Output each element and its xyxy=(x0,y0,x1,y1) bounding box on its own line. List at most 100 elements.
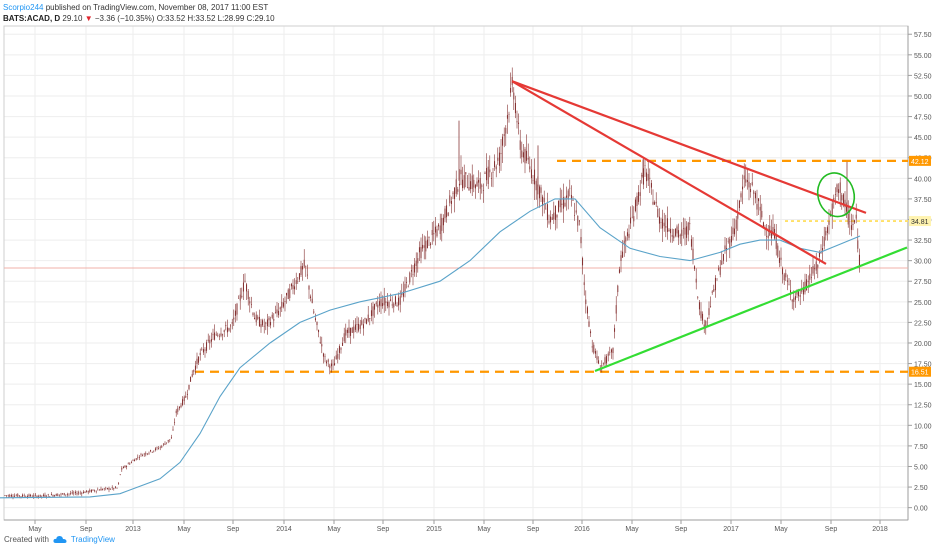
candle-body xyxy=(246,284,248,292)
candle-body xyxy=(62,493,64,495)
x-tick-label: Sep xyxy=(825,526,838,533)
y-tick-label: 55.00 xyxy=(914,53,932,60)
candle-body xyxy=(167,439,169,442)
x-tick-label: Sep xyxy=(227,526,240,533)
candle-body xyxy=(522,152,524,158)
candle-body xyxy=(754,192,756,199)
candle-body xyxy=(540,187,542,193)
candle-body xyxy=(33,495,35,497)
candle-body xyxy=(721,260,723,265)
candle-body xyxy=(462,179,464,189)
candle-body xyxy=(52,495,54,497)
candle-body xyxy=(668,229,670,232)
candle-body xyxy=(495,166,497,170)
candle-body xyxy=(711,291,713,293)
candle-body xyxy=(271,314,273,318)
candle-body xyxy=(654,202,656,205)
candle-body xyxy=(223,330,225,333)
candle-body xyxy=(367,314,369,321)
tradingview-link[interactable]: TradingView xyxy=(70,535,115,544)
candle-body xyxy=(353,326,355,333)
candle-body xyxy=(828,221,830,225)
candle-body xyxy=(393,303,395,308)
candle-body xyxy=(471,175,473,190)
candle-body xyxy=(599,370,601,372)
candle-body xyxy=(129,463,131,465)
candle-body xyxy=(647,173,649,181)
change-value: −3.36 (−10.35%) xyxy=(94,14,155,23)
candle-body xyxy=(359,324,361,329)
y-tick-label: 7.50 xyxy=(914,444,928,451)
chart-header: Scorpio244 published on TradingView.com,… xyxy=(3,2,275,24)
candle-body xyxy=(791,299,793,302)
candle-body xyxy=(196,358,198,364)
candle-body xyxy=(690,239,692,247)
candle-body xyxy=(330,363,332,367)
candle-body xyxy=(502,136,504,146)
candle-body xyxy=(172,429,174,431)
candle-body xyxy=(686,226,688,238)
candle-body xyxy=(719,266,721,275)
candle-body xyxy=(788,284,790,286)
candle-body xyxy=(487,166,489,185)
candle-body xyxy=(834,194,836,195)
y-tick-label: 37.50 xyxy=(914,197,932,204)
candle-body xyxy=(457,189,459,192)
candle-body xyxy=(820,252,822,254)
candle-body xyxy=(218,335,220,337)
candle-body xyxy=(226,327,228,333)
candle-body xyxy=(658,216,660,224)
red-trendline-lower xyxy=(511,80,827,265)
candle-body xyxy=(236,303,238,315)
candle-body xyxy=(332,364,334,366)
candle-body xyxy=(6,495,8,497)
candle-body xyxy=(110,488,112,490)
candle-body xyxy=(414,263,416,273)
candle-body xyxy=(454,187,456,200)
candle-body xyxy=(786,280,788,282)
candle-body xyxy=(215,334,217,336)
candle-body xyxy=(602,362,604,364)
candle-body xyxy=(60,493,62,495)
candle-body xyxy=(329,365,331,369)
candle-body xyxy=(342,342,344,346)
candle-body xyxy=(374,303,376,310)
candle-body xyxy=(47,494,49,495)
candle-body xyxy=(748,181,750,188)
candle-body xyxy=(148,452,150,454)
candle-body xyxy=(388,302,390,308)
candle-body xyxy=(455,179,457,194)
candle-body xyxy=(143,453,145,455)
candle-body xyxy=(287,289,289,300)
candle-body xyxy=(498,152,500,166)
candle-body xyxy=(577,215,579,226)
candle-body xyxy=(479,178,481,189)
candle-body xyxy=(450,200,452,204)
candle-body xyxy=(833,197,835,201)
candle-body xyxy=(396,305,398,307)
candle-body xyxy=(604,357,606,364)
candle-body xyxy=(636,195,638,207)
candle-body xyxy=(42,494,44,496)
candle-body xyxy=(38,496,40,498)
candle-body xyxy=(406,282,408,284)
candle-body xyxy=(607,353,609,356)
candle-body xyxy=(492,172,494,173)
candle-body xyxy=(738,200,740,209)
author-link[interactable]: Scorpio244 xyxy=(3,3,44,12)
candle-body xyxy=(442,217,444,226)
resistance-price-badge: 42.12 xyxy=(911,159,929,166)
candle-body xyxy=(273,319,275,321)
candle-body xyxy=(831,203,833,217)
candle-body xyxy=(516,121,518,123)
candle-body xyxy=(593,344,595,353)
candle-body xyxy=(698,302,700,310)
candle-body xyxy=(135,458,137,460)
candle-body xyxy=(231,322,233,324)
candle-body xyxy=(446,205,448,218)
candle-body xyxy=(742,186,744,190)
candle-body xyxy=(233,317,235,320)
candle-body xyxy=(425,240,427,252)
candle-body xyxy=(124,465,126,468)
